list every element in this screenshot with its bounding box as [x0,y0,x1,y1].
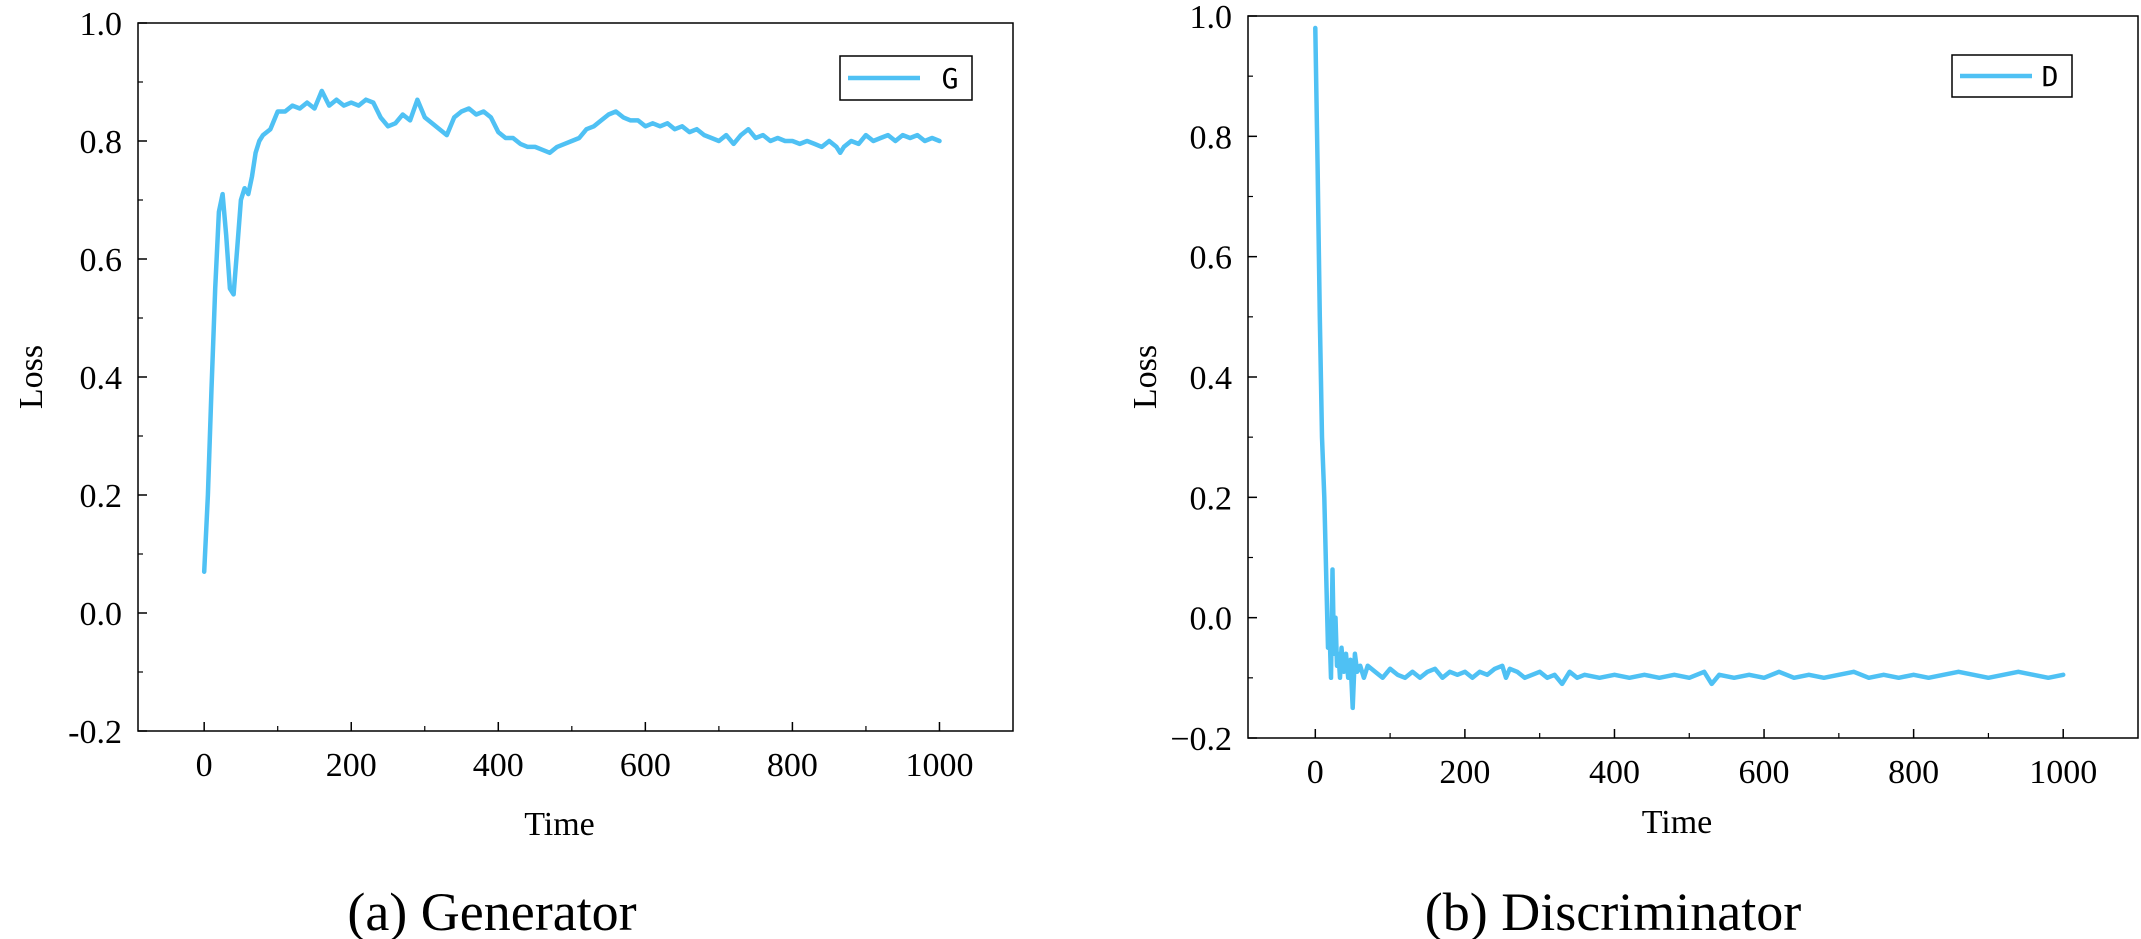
discriminator-x-tick-label: 400 [1589,754,1640,791]
discriminator-y-tick-label: 0.6 [1190,240,1233,277]
generator-y-tick-label: 0.4 [80,360,123,397]
discriminator-y-tick-label: 0.0 [1190,601,1233,638]
generator-y-tick-label: 0.2 [80,478,123,515]
discriminator-caption: (b) Discriminator [1425,882,1801,939]
generator-x-tick-label: 800 [767,747,818,784]
discriminator-y-tick-label: 1.0 [1190,0,1233,36]
generator-y-tick-label: -0.2 [68,714,122,751]
discriminator-x-axis-title: Time [1642,804,1713,841]
generator-x-tick-label: 200 [326,747,377,784]
generator-x-axis-title: Time [524,806,595,843]
generator-x-tick-label: 1000 [905,747,973,784]
discriminator-y-tick-label: 0.8 [1190,119,1233,156]
generator-legend-label: G [942,62,959,95]
generator-x-tick-label: 400 [473,747,524,784]
discriminator-y-tick-label: −0.2 [1170,721,1232,758]
generator-series-line-G [201,88,942,574]
discriminator-x-tick-label: 200 [1439,754,1490,791]
discriminator-panel: −0.2 0.0 0.2 0.4 0.6 0.8 1.0 0 200 400 600 800 1000 T… [1127,0,2139,939]
generator-y-tick-label: 0.8 [80,124,123,161]
discriminator-x-tick-label: 600 [1739,754,1790,791]
discriminator-y-tick-label: 0.2 [1190,480,1233,517]
discriminator-legend-label: D [2042,60,2059,93]
discriminator-x-tick-label: 1000 [2029,754,2097,791]
discriminator-y-axis-title: Loss [1127,345,1164,409]
generator-y-axis-title: Loss [13,345,50,409]
discriminator-series-line-D [1313,25,2066,711]
generator-y-tick-label: 1.0 [80,6,123,43]
discriminator-y-tick-label: 0.4 [1190,360,1233,397]
generator-panel: -0.2 0.0 0.2 0.4 0.6 0.8 1.0 0 200 400 600 800 1000 T… [13,6,1014,939]
generator-y-tick-label: 0.6 [80,242,123,279]
generator-caption: (a) Generator [347,882,636,939]
generator-x-tick-label: 0 [196,747,213,784]
generator-x-tick-label: 600 [620,747,671,784]
generator-y-tick-label: 0.0 [80,596,123,633]
discriminator-x-tick-label: 0 [1307,754,1324,791]
discriminator-x-tick-label: 800 [1888,754,1939,791]
discriminator-plot-frame [1247,15,2139,739]
